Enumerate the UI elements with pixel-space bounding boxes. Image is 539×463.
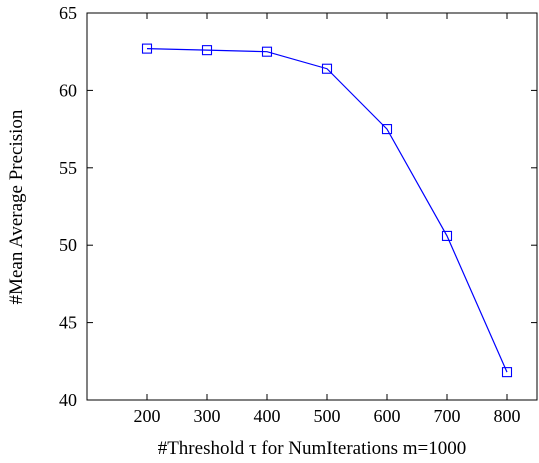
- series-line: [146, 48, 508, 373]
- x-axis: 200 300 400 500 600 700 800: [134, 13, 521, 426]
- data-point-marker: [261, 46, 273, 57]
- x-tick-label: 300: [194, 406, 221, 426]
- y-tick-label: 50: [59, 235, 77, 255]
- data-point-marker: [141, 43, 153, 54]
- y-tick-label: 55: [59, 158, 77, 178]
- y-tick-label: 45: [59, 313, 77, 333]
- data-point-marker: [321, 63, 333, 74]
- x-tick-label: 200: [134, 406, 161, 426]
- y-axis-title: #Mean Average Precision: [6, 109, 27, 304]
- x-tick-label: 800: [494, 406, 521, 426]
- y-tick-label: 40: [59, 390, 77, 410]
- x-tick-label: 400: [254, 406, 281, 426]
- x-tick-label: 700: [434, 406, 461, 426]
- y-tick-label: 65: [59, 3, 77, 23]
- x-axis-title: #Threshold τ for NumIterations m=1000: [158, 438, 467, 459]
- x-tick-label: 600: [374, 406, 401, 426]
- data-point-marker: [381, 124, 393, 135]
- x-tick-label: 500: [314, 406, 341, 426]
- plot-area-frame: [86, 12, 538, 401]
- data-point-marker: [201, 45, 213, 56]
- data-point-marker: [501, 367, 513, 378]
- series-layer: [141, 43, 513, 378]
- y-tick-label: 60: [59, 80, 77, 100]
- data-point-marker: [441, 230, 453, 241]
- y-axis: 40 45 50 55 60 65: [59, 3, 537, 410]
